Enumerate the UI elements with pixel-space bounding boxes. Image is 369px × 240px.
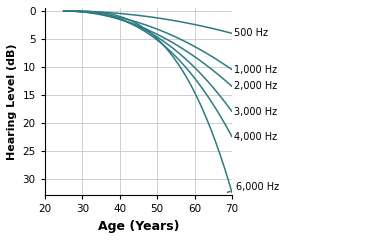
Y-axis label: Hearing Level (dB): Hearing Level (dB) [7, 44, 17, 160]
X-axis label: Age (Years): Age (Years) [98, 220, 179, 233]
Text: 3,000 Hz: 3,000 Hz [234, 107, 277, 117]
Text: 500 Hz: 500 Hz [234, 28, 268, 38]
Text: 4,000 Hz: 4,000 Hz [234, 132, 277, 142]
Text: 6,000 Hz: 6,000 Hz [227, 182, 279, 192]
Text: 1,000 Hz: 1,000 Hz [234, 65, 277, 75]
Text: 2,000 Hz: 2,000 Hz [234, 81, 277, 91]
